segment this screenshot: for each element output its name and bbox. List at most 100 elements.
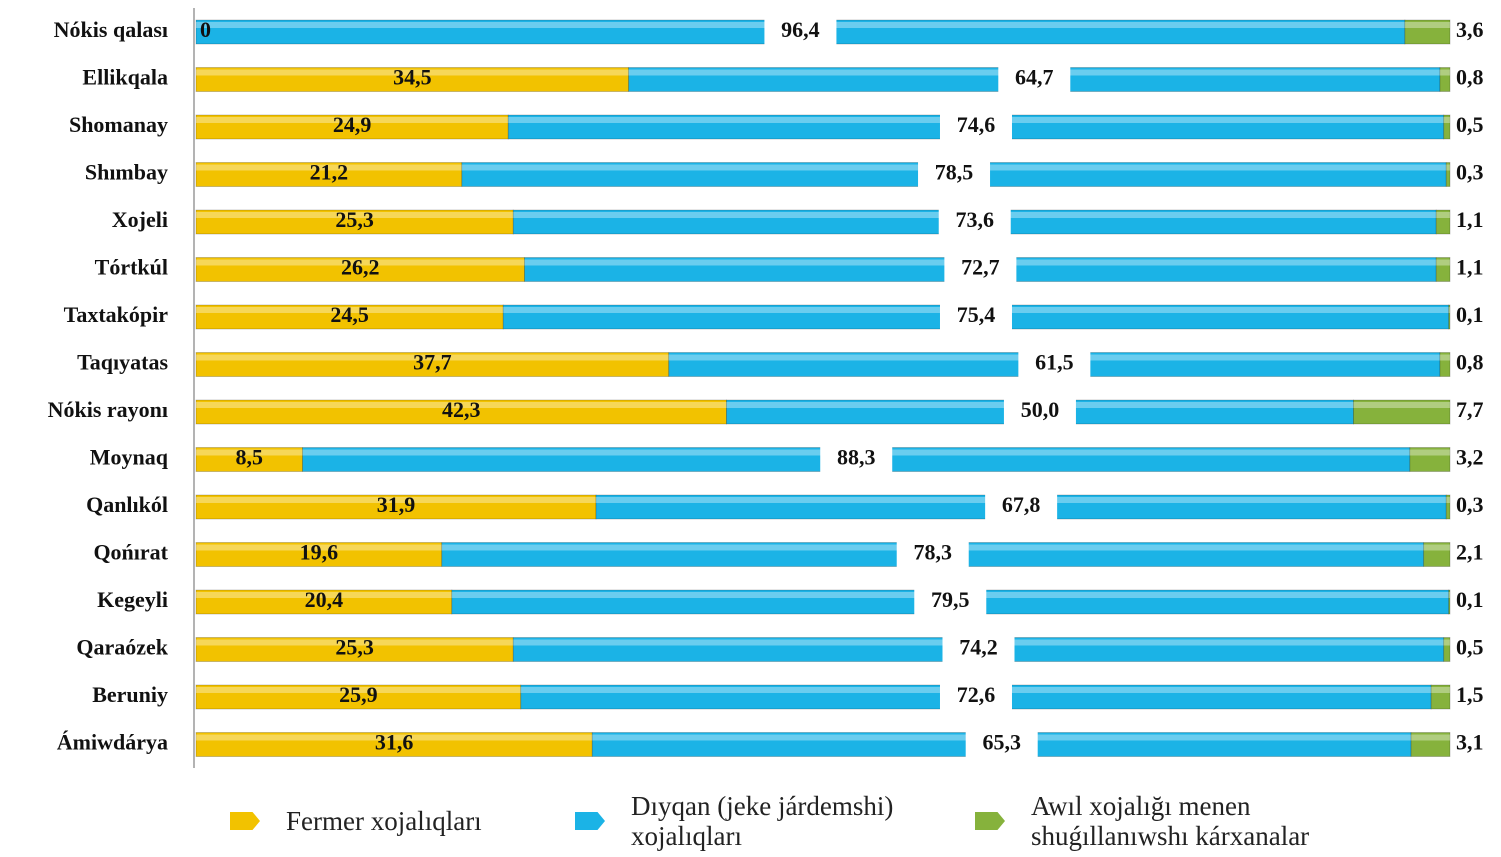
bar-shine (196, 117, 509, 123)
legend: Fermer xojalıqları Dıyqan (jeke járdemshi… (0, 785, 1501, 857)
label-box (965, 727, 1038, 762)
bar-shine (1423, 544, 1450, 551)
data-label: 24,5 (330, 302, 369, 327)
label-box (820, 442, 893, 477)
label-box (1018, 347, 1091, 382)
bar-segment (1439, 67, 1451, 92)
data-label: 78,3 (913, 540, 952, 565)
data-label: 74,6 (957, 112, 996, 137)
data-label: 50,0 (1021, 397, 1060, 422)
label-box (939, 110, 1012, 144)
label-box (939, 300, 1012, 334)
data-label: 65,3 (982, 730, 1021, 755)
label-box (1003, 395, 1076, 429)
bar-shine (1436, 212, 1450, 218)
bar-segment (1404, 19, 1451, 45)
legend-label: Dıyqan (jeke járdemshi) xojalıqları (631, 791, 894, 851)
data-label: 2,1 (1456, 540, 1484, 565)
bar-segment (1445, 162, 1451, 187)
bar-segment (1435, 257, 1451, 282)
y-tick-label: Qaraózek (76, 635, 168, 660)
data-label: 8,5 (236, 445, 264, 470)
bar-shine (1448, 592, 1450, 598)
bar-shine (1448, 307, 1450, 313)
data-label: 0 (200, 17, 211, 42)
data-label: 37,7 (413, 350, 452, 375)
y-tick-label: Beruniy (92, 682, 168, 707)
data-label: 73,6 (955, 207, 994, 232)
legend-item: Awıl xojalığı menen shuǵıllanıwshı kárxa… (975, 785, 1391, 857)
bar-segment (1423, 542, 1451, 567)
bar-shine (1409, 449, 1450, 456)
data-label: 25,9 (339, 682, 378, 707)
data-label: 64,7 (1015, 65, 1054, 90)
label-box (942, 632, 1015, 667)
bar-segment (195, 637, 514, 662)
bar-shine (196, 734, 593, 741)
bar-shine (196, 497, 597, 503)
bar-segment (1443, 637, 1451, 662)
bar-shine (196, 639, 514, 646)
bar-segment (195, 209, 514, 235)
bar-segment (195, 589, 453, 615)
chart: Nókis qalası 0 96,4 3,6 Ellikqala 34,5 64,7 0,8… (48, 8, 1484, 768)
data-label: 0,1 (1456, 587, 1484, 612)
data-label: 74,2 (959, 635, 998, 660)
data-label: 78,5 (935, 160, 974, 185)
data-label: 88,3 (837, 445, 876, 470)
data-label: 3,2 (1456, 445, 1484, 470)
label-box (918, 157, 991, 192)
data-label: 25,3 (335, 207, 374, 232)
bar-shine (196, 592, 452, 598)
y-tick-label: Nókis rayonı (48, 397, 168, 422)
bar-segment (1445, 494, 1451, 520)
legend-swatch (975, 812, 1005, 830)
bar-segment (1430, 684, 1451, 710)
y-tick-label: Ámiwdárya (57, 730, 168, 755)
data-label: 42,3 (442, 397, 481, 422)
bar-shine (1439, 69, 1450, 76)
data-label: 0,1 (1456, 302, 1484, 327)
bar-segment (1435, 209, 1451, 235)
bar-shine (196, 164, 462, 171)
bar-shine (1439, 354, 1450, 361)
y-tick-label: Kegeyli (97, 587, 168, 612)
y-tick-label: Xojeli (112, 207, 168, 232)
data-label: 25,3 (335, 635, 374, 660)
legend-swatch (575, 812, 605, 830)
bar-shine (1446, 497, 1450, 503)
data-label: 20,4 (305, 587, 344, 612)
label-box (938, 205, 1011, 239)
y-tick-label: Shomanay (69, 112, 168, 137)
data-label: 19,6 (300, 540, 339, 565)
bar-segment (195, 684, 522, 710)
data-label: 72,7 (961, 255, 1000, 280)
bar-shine (1443, 117, 1450, 123)
data-label: 21,2 (310, 160, 349, 185)
data-label: 61,5 (1035, 350, 1074, 375)
bar-segment (195, 399, 727, 425)
data-label: 3,1 (1456, 730, 1484, 755)
data-label: 0,5 (1456, 112, 1484, 137)
data-label: 31,6 (375, 730, 414, 755)
label-box (998, 62, 1071, 97)
bar-shine (196, 259, 525, 266)
data-label: 0,5 (1456, 635, 1484, 660)
y-tick-label: Nókis qalası (54, 17, 168, 42)
data-label: 72,6 (957, 682, 996, 707)
data-label: 26,2 (341, 255, 380, 280)
data-label: 75,4 (957, 302, 996, 327)
bar-segment (195, 304, 504, 330)
y-tick-label: Taqıyatas (77, 350, 168, 375)
bar-shine (196, 354, 669, 361)
bar-shine (196, 544, 442, 551)
data-label: 0,3 (1456, 492, 1484, 517)
data-label: 67,8 (1002, 492, 1041, 517)
data-label: 3,6 (1456, 17, 1484, 42)
label-box (896, 537, 969, 572)
bar-segment (1409, 447, 1451, 472)
bar-segment (1410, 732, 1451, 757)
bar-shine (1411, 734, 1450, 741)
bar-segment (1353, 399, 1451, 425)
